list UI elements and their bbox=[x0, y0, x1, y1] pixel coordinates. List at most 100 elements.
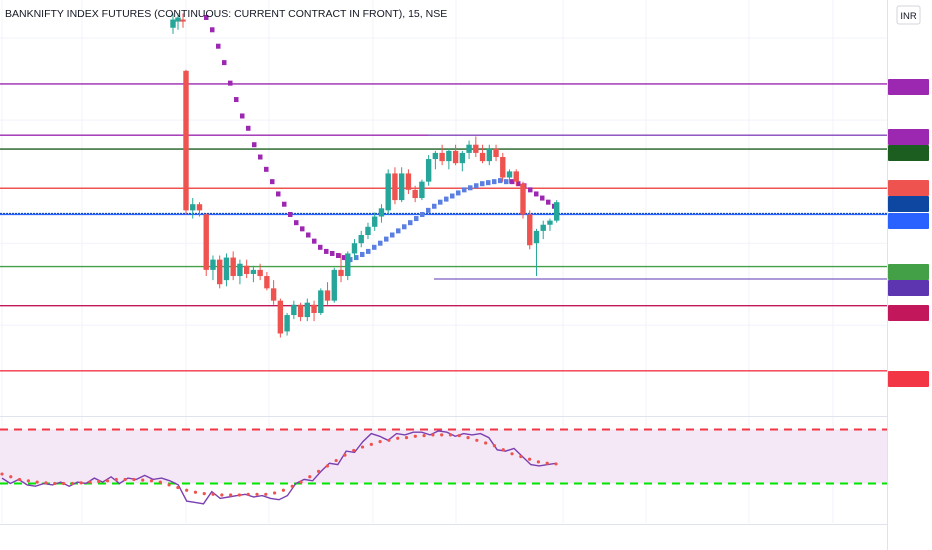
price-tag-bg bbox=[888, 371, 929, 387]
candle-body bbox=[365, 226, 371, 235]
candle-body bbox=[217, 259, 223, 285]
osc-dot bbox=[466, 436, 470, 440]
candle-body bbox=[500, 157, 506, 178]
trail-dot bbox=[222, 60, 227, 66]
candle-body bbox=[412, 189, 418, 199]
price-tag-bg bbox=[888, 264, 929, 280]
osc-dot bbox=[369, 442, 373, 446]
osc-dot bbox=[299, 480, 303, 484]
candle-body bbox=[291, 304, 297, 316]
price-tag-bg bbox=[888, 305, 929, 321]
level-lines bbox=[0, 83, 887, 372]
trailing-stop-dots bbox=[204, 14, 557, 263]
osc-dot bbox=[343, 453, 347, 457]
candle-body bbox=[439, 152, 445, 162]
osc-dot bbox=[273, 491, 277, 495]
price-tag bbox=[888, 129, 929, 145]
osc-dot bbox=[528, 457, 532, 461]
price-tag bbox=[888, 79, 929, 95]
osc-dot bbox=[316, 469, 321, 473]
osc-dot bbox=[255, 492, 259, 496]
trail-dot bbox=[450, 193, 455, 199]
candle-body bbox=[250, 269, 257, 274]
osc-line bbox=[1, 430, 557, 505]
trail-dot bbox=[258, 154, 263, 160]
osc-dot bbox=[44, 481, 48, 485]
candle-body bbox=[479, 152, 486, 162]
trail-dot bbox=[396, 228, 401, 234]
trail-dot bbox=[432, 203, 437, 209]
trail-dot bbox=[282, 201, 287, 207]
osc-dot bbox=[396, 436, 400, 440]
osc-dot bbox=[105, 479, 110, 483]
trail-dot bbox=[426, 207, 431, 213]
candle-body bbox=[351, 243, 358, 254]
osc-dot bbox=[440, 433, 444, 437]
price-tag-bg bbox=[888, 196, 929, 212]
chart-title: BANKNIFTY INDEX FUTURES (CONTINUOUS: CUR… bbox=[5, 8, 448, 20]
candle-body bbox=[540, 224, 546, 231]
trail-dot bbox=[228, 80, 233, 86]
trail-dot bbox=[276, 191, 281, 197]
candle-body bbox=[324, 290, 331, 301]
trail-dot bbox=[486, 180, 491, 186]
price-tag bbox=[888, 305, 929, 321]
osc-dot bbox=[220, 493, 224, 497]
osc-dot bbox=[114, 477, 118, 482]
candle-body bbox=[203, 214, 209, 270]
candle-body bbox=[459, 152, 466, 164]
candle-body bbox=[331, 269, 337, 301]
price-tags bbox=[888, 79, 929, 387]
trail-dot bbox=[336, 253, 341, 259]
osc-dot bbox=[9, 475, 13, 479]
currency-badge[interactable]: INR bbox=[896, 5, 921, 25]
osc-dot bbox=[492, 444, 497, 448]
osc-dot bbox=[334, 458, 338, 463]
candle-body bbox=[506, 171, 513, 178]
osc-dot bbox=[17, 477, 22, 482]
osc-dot bbox=[501, 448, 505, 452]
osc-band bbox=[0, 429, 887, 484]
price-tag-bg bbox=[888, 213, 929, 229]
osc-dot bbox=[229, 493, 233, 497]
trail-dot bbox=[300, 226, 305, 232]
osc-dot bbox=[79, 481, 83, 485]
price-tag bbox=[888, 196, 929, 212]
trail-dot bbox=[378, 240, 383, 246]
trail-dot bbox=[252, 142, 257, 148]
trail-dot bbox=[516, 181, 521, 187]
trail-dot bbox=[498, 178, 503, 184]
osc-dot bbox=[457, 433, 461, 438]
price-tag bbox=[888, 213, 929, 229]
candle-body bbox=[264, 276, 270, 289]
candle-body bbox=[183, 70, 189, 211]
trail-dot bbox=[366, 248, 371, 254]
candle-body bbox=[398, 173, 405, 201]
osc-dot bbox=[519, 454, 523, 459]
price-tag bbox=[888, 145, 929, 161]
candle-body bbox=[257, 269, 263, 277]
trail-dot bbox=[354, 255, 359, 261]
candle-body bbox=[527, 214, 533, 246]
price-tag-bg bbox=[888, 129, 929, 145]
osc-dot bbox=[290, 484, 294, 488]
trail-dot bbox=[462, 187, 467, 193]
trail-dot bbox=[264, 166, 269, 172]
trail-dot bbox=[324, 248, 329, 254]
candle-body bbox=[297, 304, 304, 318]
candle-body bbox=[372, 216, 378, 227]
osc-dot bbox=[176, 485, 180, 490]
trail-dot bbox=[294, 220, 299, 226]
osc-dot bbox=[35, 480, 39, 484]
osc-dot bbox=[281, 488, 285, 492]
price-tag-bg bbox=[888, 180, 929, 196]
osc-dot bbox=[510, 452, 514, 456]
osc-dot bbox=[246, 492, 250, 496]
osc-dot bbox=[61, 481, 66, 486]
trail-dot bbox=[468, 185, 473, 191]
currency-label: INR bbox=[900, 11, 917, 22]
candle-body bbox=[466, 144, 472, 153]
trail-dot bbox=[546, 199, 551, 205]
candles bbox=[170, 13, 560, 338]
